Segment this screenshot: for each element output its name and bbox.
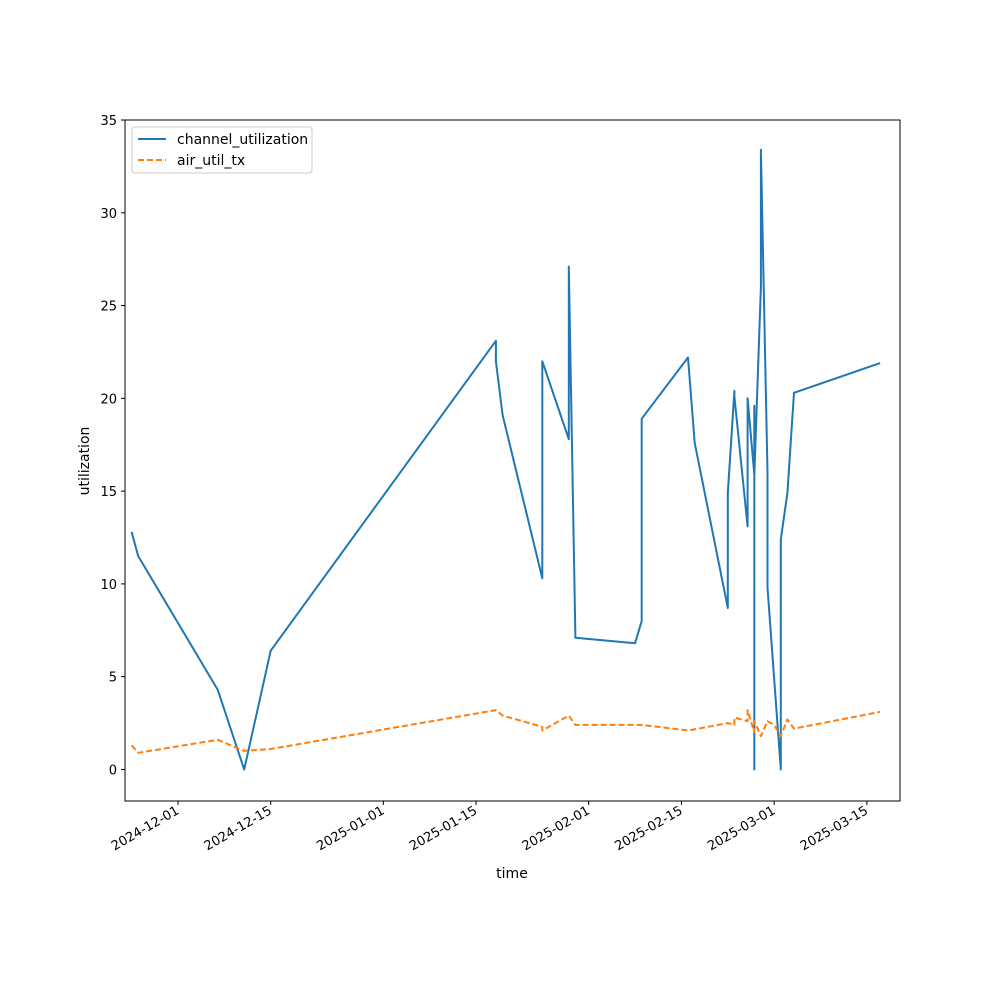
y-tick-label: 15 — [100, 485, 117, 500]
legend: channel_utilization air_util_tx — [131, 126, 313, 174]
legend-label-air-util-tx: air_util_tx — [177, 153, 245, 169]
series-line-channel-utilization — [130, 148, 881, 771]
y-axis-label: utilization — [77, 427, 93, 496]
y-tick-label: 20 — [100, 392, 117, 407]
series-lines — [130, 148, 881, 771]
plot-frame — [124, 119, 901, 802]
x-axis-label: time — [496, 866, 528, 882]
y-tick-label: 30 — [100, 207, 117, 222]
legend-label-channel-utilization: channel_utilization — [177, 132, 308, 148]
y-tick-label: 10 — [100, 578, 117, 593]
y-tick-label: 25 — [100, 300, 117, 315]
y-axis-ticks: 0 5 10 15 20 25 30 35 — [100, 114, 125, 778]
y-tick-label: 0 — [109, 763, 117, 778]
series-line-air-util-tx — [130, 709, 881, 754]
legend-box — [131, 126, 313, 174]
y-tick-label: 5 — [109, 671, 117, 686]
y-tick-label: 35 — [100, 114, 117, 129]
